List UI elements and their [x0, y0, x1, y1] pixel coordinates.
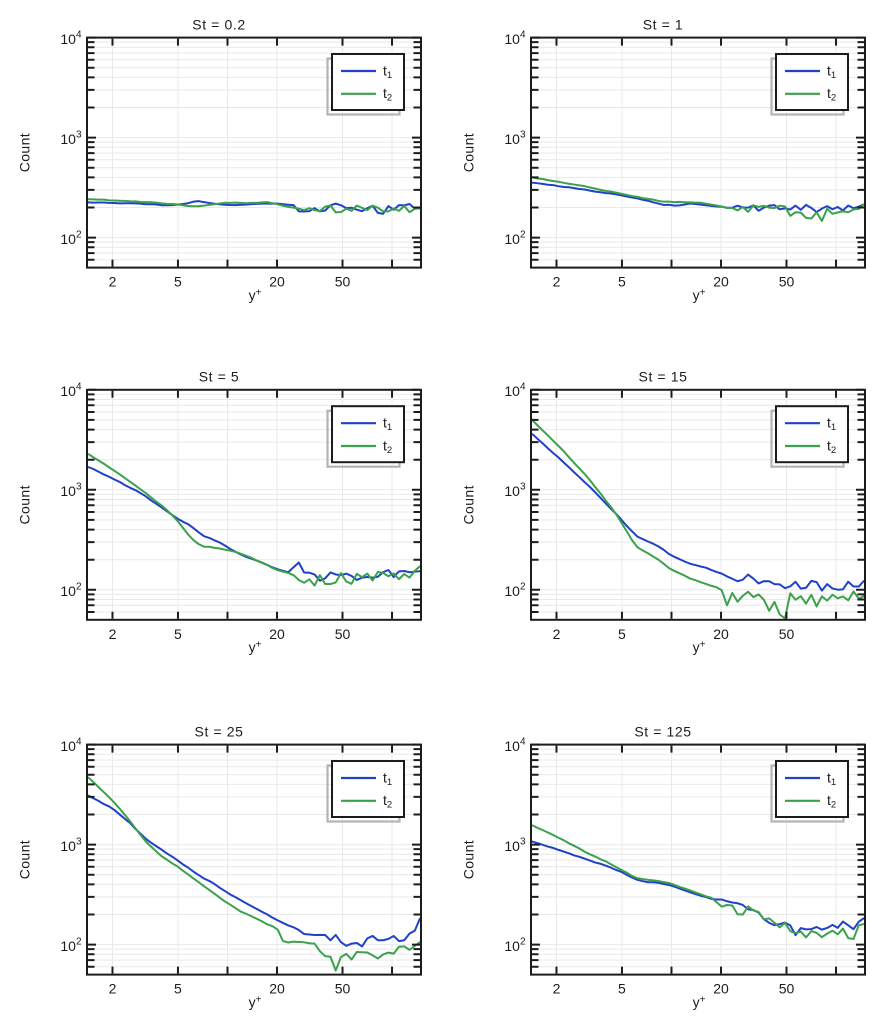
svg-text:Count: Count [461, 840, 477, 879]
svg-text:2: 2 [109, 981, 117, 997]
svg-text:5: 5 [618, 626, 626, 642]
svg-text:2: 2 [553, 981, 561, 997]
svg-text:t1: t1 [383, 769, 392, 788]
svg-text:t1: t1 [827, 769, 836, 788]
svg-text:5: 5 [174, 626, 182, 642]
svg-text:St = 125: St = 125 [634, 723, 691, 739]
svg-text:t2: t2 [827, 792, 836, 811]
svg-text:2: 2 [553, 274, 561, 290]
svg-text:50: 50 [335, 981, 351, 997]
svg-text:t2: t2 [827, 437, 836, 456]
svg-text:20: 20 [269, 626, 285, 642]
svg-text:Count: Count [17, 133, 33, 172]
svg-text:Count: Count [461, 485, 477, 524]
svg-text:Count: Count [461, 133, 477, 172]
svg-text:Count: Count [17, 840, 33, 879]
svg-text:t1: t1 [827, 62, 836, 81]
svg-text:t1: t1 [383, 415, 392, 434]
svg-text:5: 5 [174, 981, 182, 997]
svg-text:Count: Count [17, 485, 33, 524]
svg-text:20: 20 [713, 626, 729, 642]
svg-text:50: 50 [335, 274, 351, 290]
svg-text:2: 2 [109, 626, 117, 642]
svg-text:St = 1: St = 1 [643, 16, 684, 32]
svg-text:20: 20 [713, 981, 729, 997]
svg-text:t2: t2 [827, 85, 836, 104]
svg-text:t1: t1 [827, 415, 836, 434]
svg-text:St = 25: St = 25 [195, 723, 244, 739]
svg-text:St = 0.2: St = 0.2 [192, 16, 245, 32]
svg-text:50: 50 [779, 274, 795, 290]
svg-text:20: 20 [713, 274, 729, 290]
svg-text:t2: t2 [383, 437, 392, 456]
svg-text:5: 5 [618, 274, 626, 290]
svg-text:5: 5 [618, 981, 626, 997]
svg-text:2: 2 [553, 626, 561, 642]
svg-text:St = 5: St = 5 [199, 369, 240, 385]
svg-text:20: 20 [269, 274, 285, 290]
svg-text:2: 2 [109, 274, 117, 290]
svg-text:5: 5 [174, 274, 182, 290]
svg-text:t2: t2 [383, 792, 392, 811]
svg-text:50: 50 [335, 626, 351, 642]
svg-text:50: 50 [779, 981, 795, 997]
svg-text:t1: t1 [383, 62, 392, 81]
svg-text:St = 15: St = 15 [639, 369, 688, 385]
svg-text:50: 50 [779, 626, 795, 642]
svg-text:t2: t2 [383, 85, 392, 104]
svg-text:20: 20 [269, 981, 285, 997]
